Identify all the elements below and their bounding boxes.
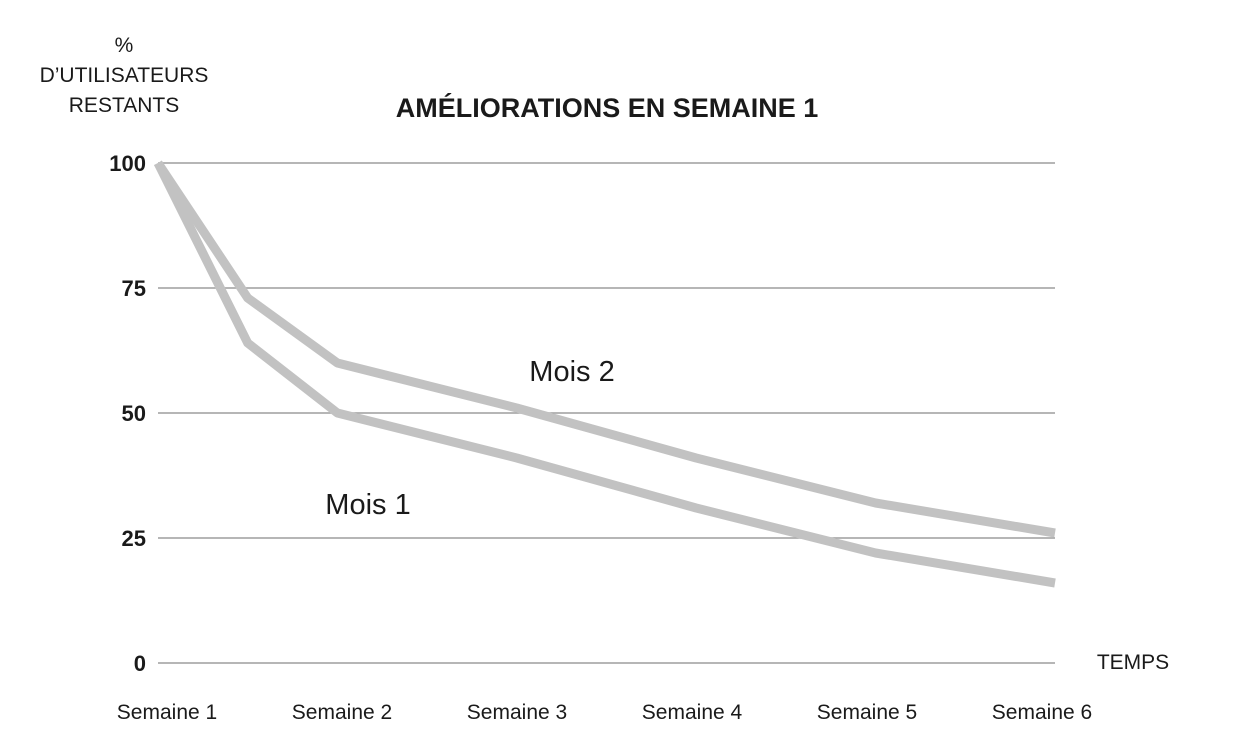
series-line-2 [154, 160, 1056, 538]
y-tick-label-75: 75 [122, 276, 146, 301]
series-lines [153, 160, 1056, 588]
y-tick-labels: 100 75 50 25 0 [109, 151, 146, 676]
x-tick-label-2: Semaine 2 [292, 701, 392, 724]
x-tick-labels: Semaine 1 Semaine 2 Semaine 3 Semaine 4 Sema… [117, 701, 1092, 724]
chart-title: AMÉLIORATIONS EN SEMAINE 1 [396, 92, 819, 123]
x-tick-label-6: Semaine 6 [992, 701, 1092, 724]
y-tick-label-25: 25 [122, 526, 146, 551]
y-tick-label-50: 50 [122, 401, 146, 426]
gridlines [158, 162, 1055, 664]
x-axis-label: TEMPS [1097, 651, 1169, 674]
y-tick-label-100: 100 [109, 151, 146, 176]
y-tick-label-0: 0 [134, 651, 146, 676]
series-label-mois-1: Mois 1 [325, 489, 410, 521]
x-tick-label-4: Semaine 4 [642, 701, 743, 724]
x-tick-label-1: Semaine 1 [117, 701, 217, 724]
series-line-1 [153, 160, 1056, 588]
series-label-mois-2: Mois 2 [529, 356, 614, 388]
x-tick-label-5: Semaine 5 [817, 701, 917, 724]
x-tick-label-3: Semaine 3 [467, 701, 567, 724]
y-axis-label-line-1: % [115, 34, 134, 57]
y-axis-label-line-3: RESTANTS [69, 94, 179, 117]
y-axis-label-line-2: D’UTILISATEURS [40, 64, 209, 87]
y-axis-label: % D’UTILISATEURS RESTANTS [40, 34, 209, 117]
